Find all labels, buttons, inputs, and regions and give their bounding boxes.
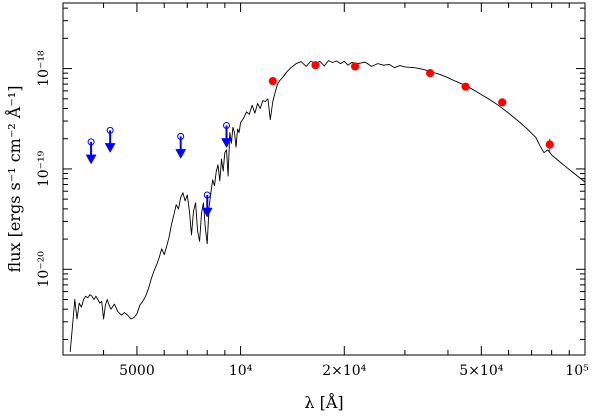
photometry-points bbox=[268, 61, 554, 152]
upper-limit-markers bbox=[85, 121, 232, 218]
photometry-point bbox=[545, 140, 554, 149]
plot-frame bbox=[62, 2, 586, 356]
y-tick-label: 10⁻¹⁹ bbox=[36, 150, 52, 187]
upper-limit-arrow-head bbox=[201, 207, 213, 218]
upper-limit-arrow-head bbox=[175, 149, 187, 159]
spectrum-line bbox=[69, 60, 586, 353]
photometry-point bbox=[350, 62, 360, 71]
photometry-point bbox=[461, 82, 470, 91]
upper-limit-arrow-head bbox=[104, 143, 116, 153]
x-tick-label: 5000 bbox=[119, 363, 155, 379]
photometry-point bbox=[498, 98, 507, 107]
axis-ticks bbox=[63, 3, 586, 355]
x-tick-label: 10⁵ bbox=[565, 363, 589, 379]
upper-limit-arrow-head bbox=[221, 138, 232, 148]
y-tick-labels: 10⁻²⁰ 10⁻¹⁹ 10⁻¹⁸ bbox=[36, 50, 52, 288]
x-tick-label: 2×10⁴ bbox=[322, 363, 366, 379]
photometry-point bbox=[311, 61, 320, 70]
upper-limit-arrow-head bbox=[85, 154, 97, 165]
y-axis-label: flux [ergs s⁻¹ cm⁻² Å⁻¹] bbox=[4, 86, 24, 273]
x-tick-label: 10⁴ bbox=[229, 363, 253, 379]
x-tick-labels: 5000 10⁴ 2×10⁴ 5×10⁴ 10⁵ bbox=[119, 363, 589, 379]
photometry-point bbox=[426, 69, 435, 78]
y-tick-label: 10⁻²⁰ bbox=[36, 251, 52, 288]
y-tick-label: 10⁻¹⁸ bbox=[36, 50, 52, 87]
x-tick-label: 5×10⁴ bbox=[459, 363, 503, 379]
photometry-point bbox=[268, 77, 277, 86]
x-axis-label: λ [Å] bbox=[304, 392, 343, 412]
